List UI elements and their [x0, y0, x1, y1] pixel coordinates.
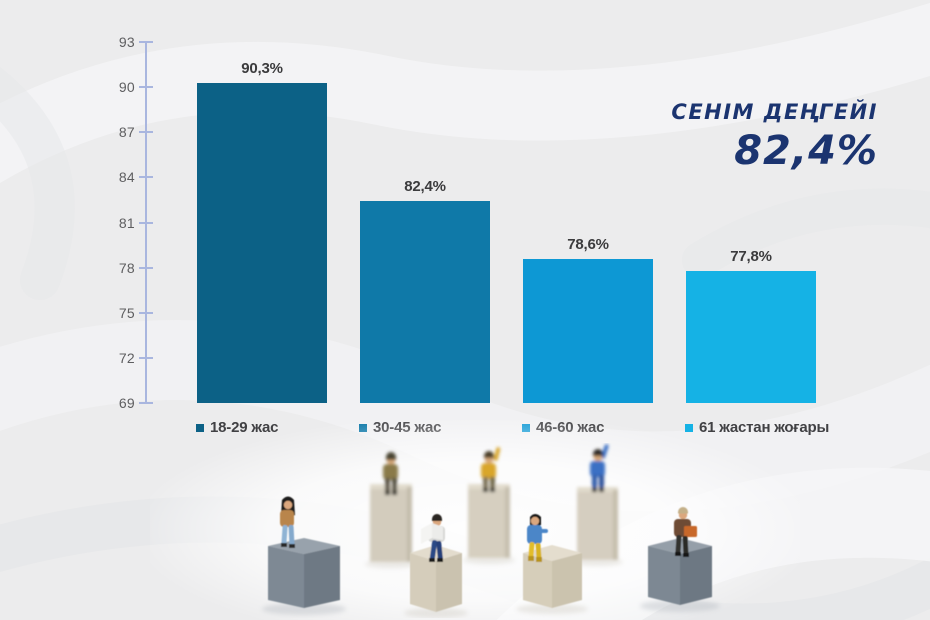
y-axis-tick-label: 81 [118, 214, 135, 231]
y-axis-tick-label: 93 [118, 34, 135, 50]
legend-item: 46-60 жас [522, 419, 604, 436]
legend-label: 30-45 жас [373, 419, 442, 436]
foreground-cubes [268, 496, 712, 612]
headline-block: СЕНІМ ДЕҢГЕЙІ 82,4% [671, 100, 878, 174]
y-axis-tick-label: 69 [118, 395, 135, 411]
legend-swatch [196, 424, 204, 432]
legend-item: 18-29 жас [196, 419, 278, 436]
legend-swatch [685, 424, 693, 432]
y-axis-tick-label: 78 [118, 259, 135, 276]
bar [686, 270, 816, 403]
y-axis-tick [139, 176, 153, 179]
y-axis-tick [139, 311, 153, 314]
bar-value-label: 77,8% [730, 247, 772, 265]
y-axis-tick-label: 90 [118, 79, 135, 96]
y-axis-tick [139, 266, 153, 269]
legend-item: 30-45 жас [359, 419, 441, 436]
y-axis-tick-label: 87 [118, 124, 135, 141]
y-axis-tick-label: 75 [118, 304, 135, 321]
bar-value-label: 78,6% [567, 235, 609, 253]
legend-label: 46-60 жас [536, 419, 605, 436]
legend-swatch [522, 424, 530, 432]
y-axis-tick [139, 402, 153, 404]
bar [523, 258, 653, 403]
legend-swatch [359, 424, 367, 432]
legend-label: 18-29 жас [210, 419, 279, 436]
background-columns [370, 444, 618, 562]
y-axis-tick [139, 131, 153, 134]
miniature-figures-photo [262, 444, 720, 618]
bar [360, 201, 490, 403]
bar [197, 82, 327, 403]
bar-value-label: 90,3% [241, 59, 283, 77]
y-axis-tick-label: 84 [118, 169, 135, 186]
y-axis-tick [139, 221, 153, 224]
legend-item: 61 жастан жоғары [685, 419, 829, 436]
legend-label: 61 жастан жоғары [699, 419, 830, 436]
bar-value-label: 82,4% [404, 178, 446, 196]
y-axis-tick [139, 41, 153, 43]
headline-value: 82,4% [734, 128, 878, 174]
y-axis-tick-label: 72 [118, 349, 135, 366]
headline-title: СЕНІМ ДЕҢГЕЙІ [671, 100, 878, 124]
y-axis-tick [139, 356, 153, 359]
y-axis-tick [139, 86, 153, 89]
